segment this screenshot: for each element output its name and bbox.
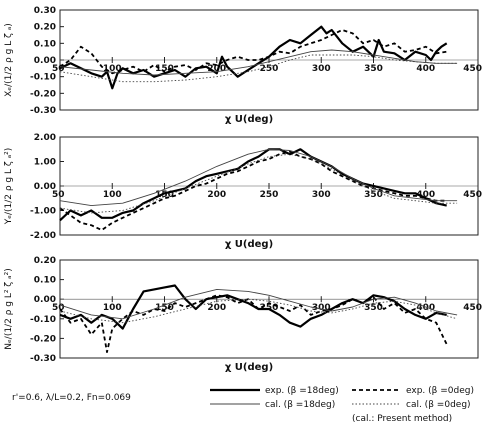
x-tick-label: 350 <box>364 303 383 313</box>
series-line-cal18 <box>59 148 458 207</box>
y-tick-label: -0.10 <box>30 315 56 325</box>
y-tick-label: 0.20 <box>34 23 56 33</box>
y-tick-label: -0.20 <box>30 89 56 99</box>
x-tick-label: 200 <box>207 303 226 313</box>
y-tick-label: 0.00 <box>34 56 56 66</box>
y-tick-label: 0.10 <box>34 39 56 49</box>
x-tick-label: 100 <box>103 64 122 74</box>
y-tick-label: 1.00 <box>34 158 56 168</box>
x-tick-label: 450 <box>463 190 482 200</box>
x-axis-label: χ U(deg) <box>225 362 273 373</box>
y-tick-label: 0.10 <box>34 276 56 286</box>
x-tick-label: 300 <box>312 303 331 313</box>
x-tick-label: 100 <box>103 190 122 200</box>
x-tick-label: 200 <box>207 64 226 74</box>
x-tick-label: 350 <box>364 64 383 74</box>
y-axis-label: Nₑ/(1/2 ρ g L² ζ ₐ²) <box>4 268 14 349</box>
x-tick-label: 150 <box>155 190 174 200</box>
series-line-exp18 <box>59 148 447 222</box>
y-tick-label: -0.10 <box>30 73 56 83</box>
y-tick-label: 0.00 <box>34 182 56 192</box>
legend: exp. (β =18deg) exp. (β =0deg) cal. (β =… <box>210 386 474 424</box>
series-line-exp0 <box>59 294 448 354</box>
x-tick-label: 250 <box>260 190 279 200</box>
y-axis-label: Yₑ/(1/2 ρ g L ζ ₐ²) <box>4 148 14 226</box>
x-tick-label: 250 <box>260 64 279 74</box>
chart-panel-2: 2.00 1.00 0.00 -1.00 -2.00 50 100 150 200 250 300 3… <box>4 133 482 250</box>
x-tick-label: 200 <box>207 190 226 200</box>
series-line-cal18 <box>59 49 458 76</box>
x-axis-label: χ U(deg) <box>225 114 273 125</box>
x-tick-label: 100 <box>103 303 122 313</box>
legend-label-cal18: cal. (β =18deg) <box>265 400 335 410</box>
x-tick-label: 50 <box>52 190 65 200</box>
y-tick-label: 0.30 <box>34 6 56 16</box>
x-tick-label: 400 <box>416 303 435 313</box>
x-tick-label: 350 <box>364 190 383 200</box>
x-tick-label: 400 <box>416 64 435 74</box>
y-tick-label: -1.00 <box>30 207 56 217</box>
x-axis-label: χ U(deg) <box>225 239 273 250</box>
y-tick-label: -0.20 <box>30 334 56 344</box>
series-line-exp0 <box>59 29 447 75</box>
y-axis-label: Xₑ/(1/2 ρ g L ζ ₐ) <box>4 23 14 97</box>
y-tick-label: -0.30 <box>30 354 56 364</box>
x-tick-label: 150 <box>155 64 174 74</box>
y-tick-label: 0.20 <box>34 256 56 266</box>
series-line-cal0 <box>59 54 458 83</box>
x-tick-label: 450 <box>463 64 482 74</box>
series-line-cal0 <box>59 298 458 324</box>
x-tick-label: 150 <box>155 303 174 313</box>
series-line-cal0 <box>59 153 458 214</box>
x-tick-label: 50 <box>52 64 65 74</box>
y-tick-label: -0.30 <box>30 106 56 116</box>
legend-label-exp18: exp. (β =18deg) <box>265 386 339 396</box>
chart-panel-1: 0.30 0.20 0.10 0.00 -0.10 -0.20 -0.30 50 100 150 2… <box>4 6 482 125</box>
y-tick-label: 2.00 <box>34 133 56 143</box>
legend-label-cal0: cal. (β =0deg) <box>406 400 471 410</box>
series-line-exp0 <box>59 150 447 232</box>
y-tick-label: -2.00 <box>30 231 56 241</box>
x-tick-label: 50 <box>52 303 65 313</box>
x-tick-label: 400 <box>416 190 435 200</box>
condition-text: r'=0.6, λ/L=0.2, Fn=0.069 <box>12 393 131 403</box>
series-line-exp18 <box>59 284 447 330</box>
legend-label-exp0: exp. (β =0deg) <box>406 386 474 396</box>
x-tick-label: 450 <box>463 303 482 313</box>
series-line-cal18 <box>59 288 458 320</box>
x-tick-label: 300 <box>312 64 331 74</box>
legend-note: (cal.: Present method) <box>352 414 452 424</box>
x-tick-label: 300 <box>312 190 331 200</box>
y-tick-label: 0.00 <box>34 295 56 305</box>
